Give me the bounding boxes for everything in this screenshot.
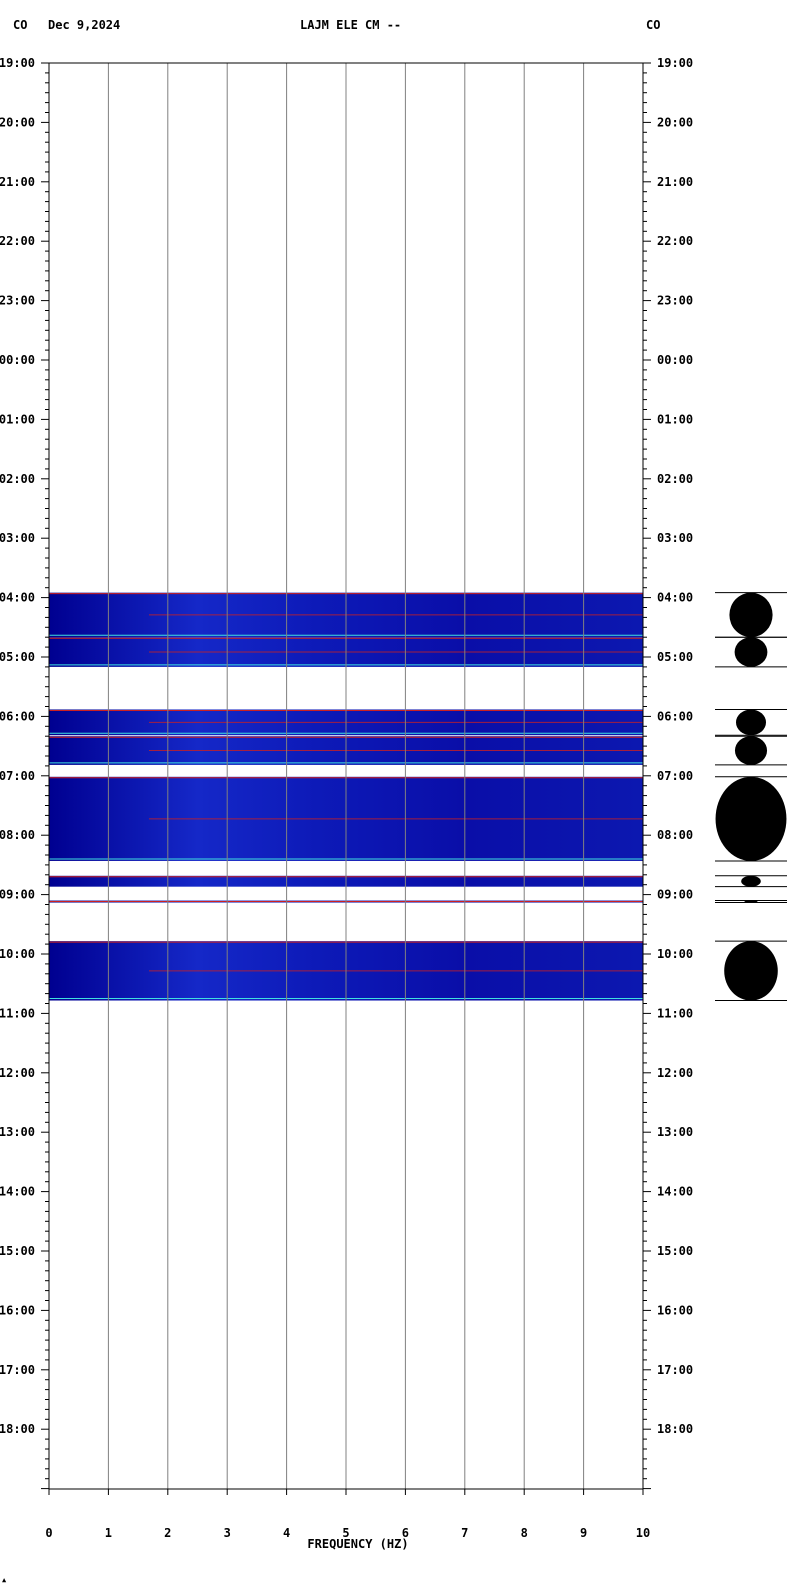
left-time-label: 13:00 xyxy=(0,1125,35,1139)
x-tick-label: 4 xyxy=(283,1526,290,1540)
left-time-label: 03:00 xyxy=(0,531,35,545)
left-time-label: 06:00 xyxy=(0,709,35,723)
trace-block-3 xyxy=(734,736,768,765)
left-network-code: CO xyxy=(13,18,28,32)
x-tick-label: 1 xyxy=(105,1526,112,1540)
left-time-label: 21:00 xyxy=(0,175,35,189)
right-time-label: 03:00 xyxy=(657,531,693,545)
right-time-label: 05:00 xyxy=(657,650,693,664)
right-time-label: 12:00 xyxy=(657,1066,693,1080)
left-time-label: 09:00 xyxy=(0,888,35,902)
trace-block-5 xyxy=(741,875,761,887)
x-tick-label: 2 xyxy=(164,1526,171,1540)
right-network-code: CO xyxy=(646,18,661,32)
x-tick-label: 0 xyxy=(45,1526,52,1540)
x-tick-label: 5 xyxy=(342,1526,349,1540)
trace-block-7 xyxy=(724,941,778,1001)
trace-block-2 xyxy=(735,709,767,736)
right-time-axis: 19:00 20:00 21:00 22:00 23:00 00:00 01:00 02:00… xyxy=(643,56,693,1490)
left-time-label: 05:00 xyxy=(0,650,35,664)
right-time-label: 19:00 xyxy=(657,56,693,70)
x-tick-label: 8 xyxy=(521,1526,528,1540)
right-time-label: 06:00 xyxy=(657,709,693,723)
left-time-label: 00:00 xyxy=(0,353,35,367)
left-time-label: 01:00 xyxy=(0,412,35,426)
x-axis-label: FREQUENCY (HZ) xyxy=(307,1537,408,1551)
x-tick-label: 3 xyxy=(224,1526,231,1540)
x-tick-label: 7 xyxy=(461,1526,468,1540)
right-time-label: 16:00 xyxy=(657,1303,693,1317)
right-time-label: 22:00 xyxy=(657,234,693,248)
right-time-label: 13:00 xyxy=(657,1125,693,1139)
right-time-label: 23:00 xyxy=(657,294,693,308)
left-time-label: 14:00 xyxy=(0,1185,35,1199)
left-time-label: 07:00 xyxy=(0,769,35,783)
left-time-label: 11:00 xyxy=(0,1006,35,1020)
trace-block-1 xyxy=(734,637,768,667)
right-time-label: 17:00 xyxy=(657,1363,693,1377)
right-time-label: 20:00 xyxy=(657,115,693,129)
right-time-label: 09:00 xyxy=(657,888,693,902)
right-time-label: 02:00 xyxy=(657,472,693,486)
date-label: Dec 9,2024 xyxy=(48,18,121,32)
frequency-gridlines xyxy=(107,63,585,1489)
right-time-label: 18:00 xyxy=(657,1422,693,1436)
right-time-label: 15:00 xyxy=(657,1244,693,1258)
left-time-label: 20:00 xyxy=(0,115,35,129)
x-tick-label: 9 xyxy=(580,1526,587,1540)
left-time-label: 23:00 xyxy=(0,294,35,308)
left-time-label: 04:00 xyxy=(0,591,35,605)
right-time-label: 04:00 xyxy=(657,591,693,605)
left-time-axis: 19:00 20:00 21:00 22:00 23:00 00:00 01:00 02:00… xyxy=(0,56,49,1490)
left-time-label: 16:00 xyxy=(0,1303,35,1317)
left-time-label: 22:00 xyxy=(0,234,35,248)
right-time-label: 00:00 xyxy=(657,353,693,367)
right-time-label: 08:00 xyxy=(657,828,693,842)
right-time-label: 07:00 xyxy=(657,769,693,783)
right-time-label: 14:00 xyxy=(657,1185,693,1199)
frequency-axis: 0 1 2 3 4 5 6 7 8 9 10 xyxy=(45,1489,650,1540)
left-time-label: 08:00 xyxy=(0,828,35,842)
right-time-label: 11:00 xyxy=(657,1006,693,1020)
right-time-label: 21:00 xyxy=(657,175,693,189)
left-time-label: 10:00 xyxy=(0,947,35,961)
right-time-label: 01:00 xyxy=(657,412,693,426)
left-time-label: 02:00 xyxy=(0,472,35,486)
left-time-label: 15:00 xyxy=(0,1244,35,1258)
left-time-label: 17:00 xyxy=(0,1363,35,1377)
trace-block-4 xyxy=(715,776,787,861)
trace-block-0 xyxy=(729,592,773,638)
left-time-label: 12:00 xyxy=(0,1066,35,1080)
x-tick-label: 6 xyxy=(402,1526,409,1540)
left-time-label: 18:00 xyxy=(0,1422,35,1436)
left-time-label: 19:00 xyxy=(0,56,35,70)
right-time-label: 10:00 xyxy=(657,947,693,961)
seismic-trace-column xyxy=(715,592,787,1002)
station-title: LAJM ELE CM -- xyxy=(300,18,402,32)
x-tick-label: 10 xyxy=(636,1526,650,1540)
corner-mark: ▲ xyxy=(2,1576,7,1584)
